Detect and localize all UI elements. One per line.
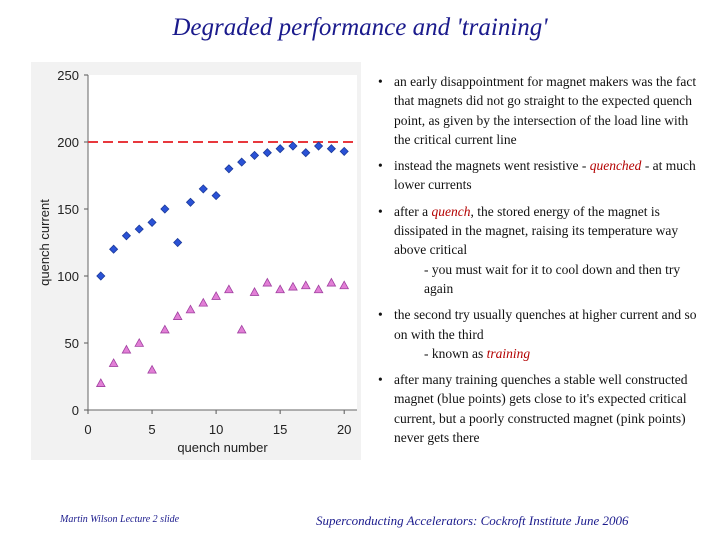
footer-right: Superconducting Accelerators: Cockroft I… bbox=[316, 513, 629, 528]
data-point-blue bbox=[185, 197, 196, 207]
bullet-list: • an early disappointment for magnet make… bbox=[378, 72, 708, 454]
bullet-dot: • bbox=[378, 372, 383, 388]
x-tick-label: 10 bbox=[209, 422, 223, 437]
data-point-pink bbox=[95, 378, 106, 387]
bullet-text: after many training quenches a stable we… bbox=[394, 372, 688, 446]
data-point-blue bbox=[109, 244, 119, 254]
data-point-pink bbox=[147, 364, 157, 374]
data-point-blue bbox=[147, 217, 157, 227]
x-tick-label: 5 bbox=[148, 422, 155, 437]
data-point-pink bbox=[339, 280, 350, 290]
bullet-text: , the stored energy of the magnet is dis… bbox=[394, 203, 679, 258]
bullet-item: • an early disappointment for magnet make… bbox=[378, 72, 708, 149]
data-point-blue bbox=[249, 150, 260, 160]
data-point-pink bbox=[121, 344, 132, 354]
data-point-blue bbox=[160, 204, 170, 214]
y-tick-label: 200 bbox=[57, 135, 79, 150]
emphasis-text: quench bbox=[431, 203, 471, 219]
bullet-text: after a bbox=[394, 203, 432, 219]
bullet-subline: - known as training bbox=[394, 344, 708, 363]
data-point-pink bbox=[172, 311, 183, 320]
data-point-blue bbox=[339, 146, 349, 156]
data-point-blue bbox=[237, 157, 247, 167]
quench-chart: 0 50 100 150 200 250 0 5 10 15 20 quench number quen… bbox=[31, 62, 361, 460]
data-point-blue bbox=[211, 191, 221, 201]
bullet-text: an early disappointment for magnet maker… bbox=[394, 74, 697, 147]
bullet-text: - you must wait for it to cool down and … bbox=[424, 261, 681, 296]
data-point-pink bbox=[224, 284, 234, 294]
y-tick-label: 250 bbox=[57, 68, 79, 83]
bullet-item: • after a quench, the stored energy of th… bbox=[378, 202, 708, 298]
bullet-item: • the second try usually quenches at high… bbox=[378, 305, 708, 363]
data-point-blue bbox=[288, 141, 298, 151]
bullet-dot: • bbox=[378, 158, 383, 174]
y-axis-label: quench current bbox=[37, 199, 52, 286]
emphasis-text: quenched bbox=[589, 158, 642, 174]
bullet-item: • instead the magnets went resistive - qu… bbox=[378, 156, 708, 195]
y-tick-label: 0 bbox=[72, 403, 79, 418]
data-point-pink bbox=[159, 324, 170, 334]
bullet-text: - at much lower currents bbox=[394, 158, 696, 193]
data-point-pink bbox=[313, 284, 324, 294]
x-tick-label: 15 bbox=[273, 422, 287, 437]
footer-left: Martin Wilson Lecture 2 slide bbox=[60, 514, 180, 525]
emphasis-text: training bbox=[486, 345, 531, 361]
data-point-blue bbox=[314, 141, 324, 151]
plot-area bbox=[88, 75, 357, 410]
data-point-pink bbox=[108, 358, 119, 367]
slide-title: Degraded performance and 'training' bbox=[172, 14, 548, 41]
data-point-pink bbox=[249, 287, 260, 296]
chart-svg: 0 50 100 150 200 250 0 5 10 15 20 quench number quen… bbox=[37, 68, 357, 455]
y-tick-label: 100 bbox=[57, 269, 79, 284]
y-tick-label: 150 bbox=[57, 202, 79, 217]
data-point-pink bbox=[236, 324, 247, 334]
bullet-text: instead the magnets went resistive - bbox=[394, 158, 590, 174]
data-point-pink bbox=[300, 280, 311, 290]
data-point-blue bbox=[134, 224, 144, 234]
data-point-blue bbox=[173, 237, 183, 248]
data-point-pink bbox=[198, 297, 209, 307]
x-axis-label: quench number bbox=[177, 440, 268, 455]
bullet-dot: • bbox=[378, 74, 383, 89]
bullet-text: - known as bbox=[424, 345, 487, 361]
data-point-pink bbox=[262, 277, 273, 287]
x-tick-label: 0 bbox=[84, 422, 91, 437]
data-point-blue bbox=[198, 184, 208, 194]
bullet-dot: • bbox=[378, 203, 383, 219]
data-point-blue bbox=[326, 144, 336, 154]
data-point-pink bbox=[134, 337, 145, 347]
data-point-blue bbox=[262, 148, 272, 158]
bullet-text: the second try usually quenches at highe… bbox=[394, 307, 697, 342]
data-point-pink bbox=[275, 284, 286, 294]
data-point-blue bbox=[121, 231, 131, 241]
bullet-dot: • bbox=[378, 307, 383, 323]
data-point-blue bbox=[301, 148, 311, 158]
x-tick-label: 20 bbox=[337, 422, 351, 437]
data-point-pink bbox=[288, 281, 298, 291]
data-point-blue bbox=[96, 271, 106, 281]
y-tick-label: 50 bbox=[65, 336, 79, 351]
bullet-subline: - you must wait for it to cool down and … bbox=[394, 260, 708, 299]
bullet-item: • after many training quenches a stable w… bbox=[378, 370, 708, 447]
data-point-blue bbox=[224, 164, 234, 174]
data-point-blue bbox=[275, 144, 285, 154]
data-point-pink bbox=[326, 277, 337, 287]
data-point-pink bbox=[211, 291, 221, 300]
data-point-pink bbox=[185, 304, 196, 314]
